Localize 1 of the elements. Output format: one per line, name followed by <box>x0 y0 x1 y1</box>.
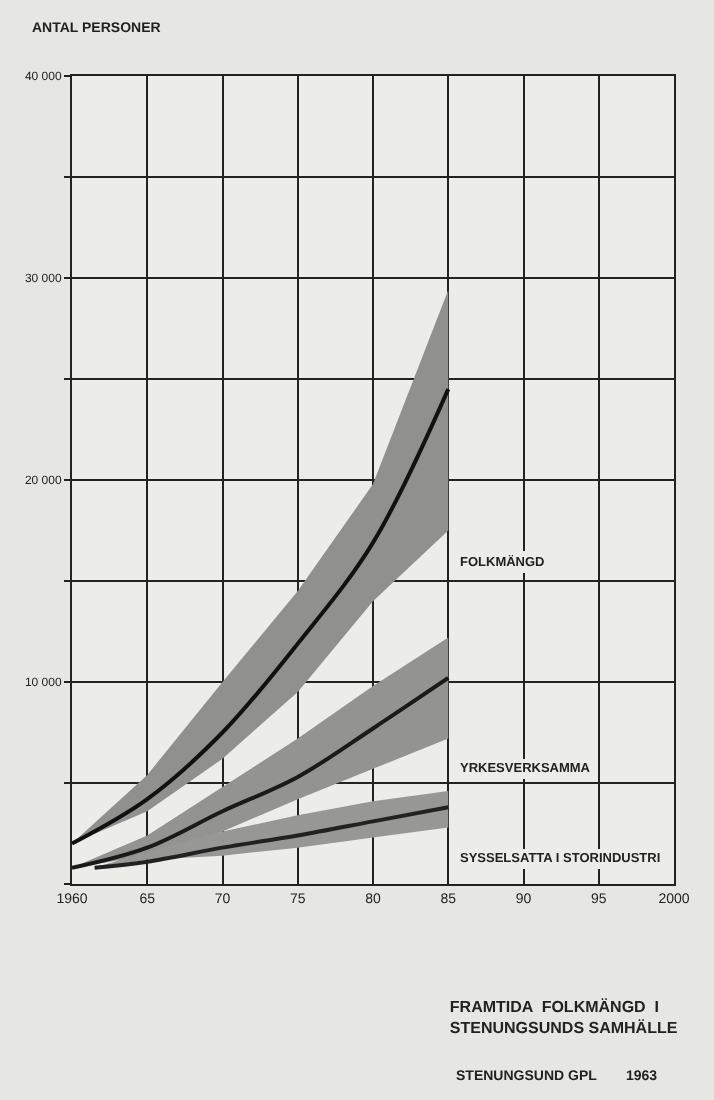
text: FRAMTIDA FOLKMÄNGD I STENUNGSUNDS SAMHÄLLE <box>449 998 679 1037</box>
